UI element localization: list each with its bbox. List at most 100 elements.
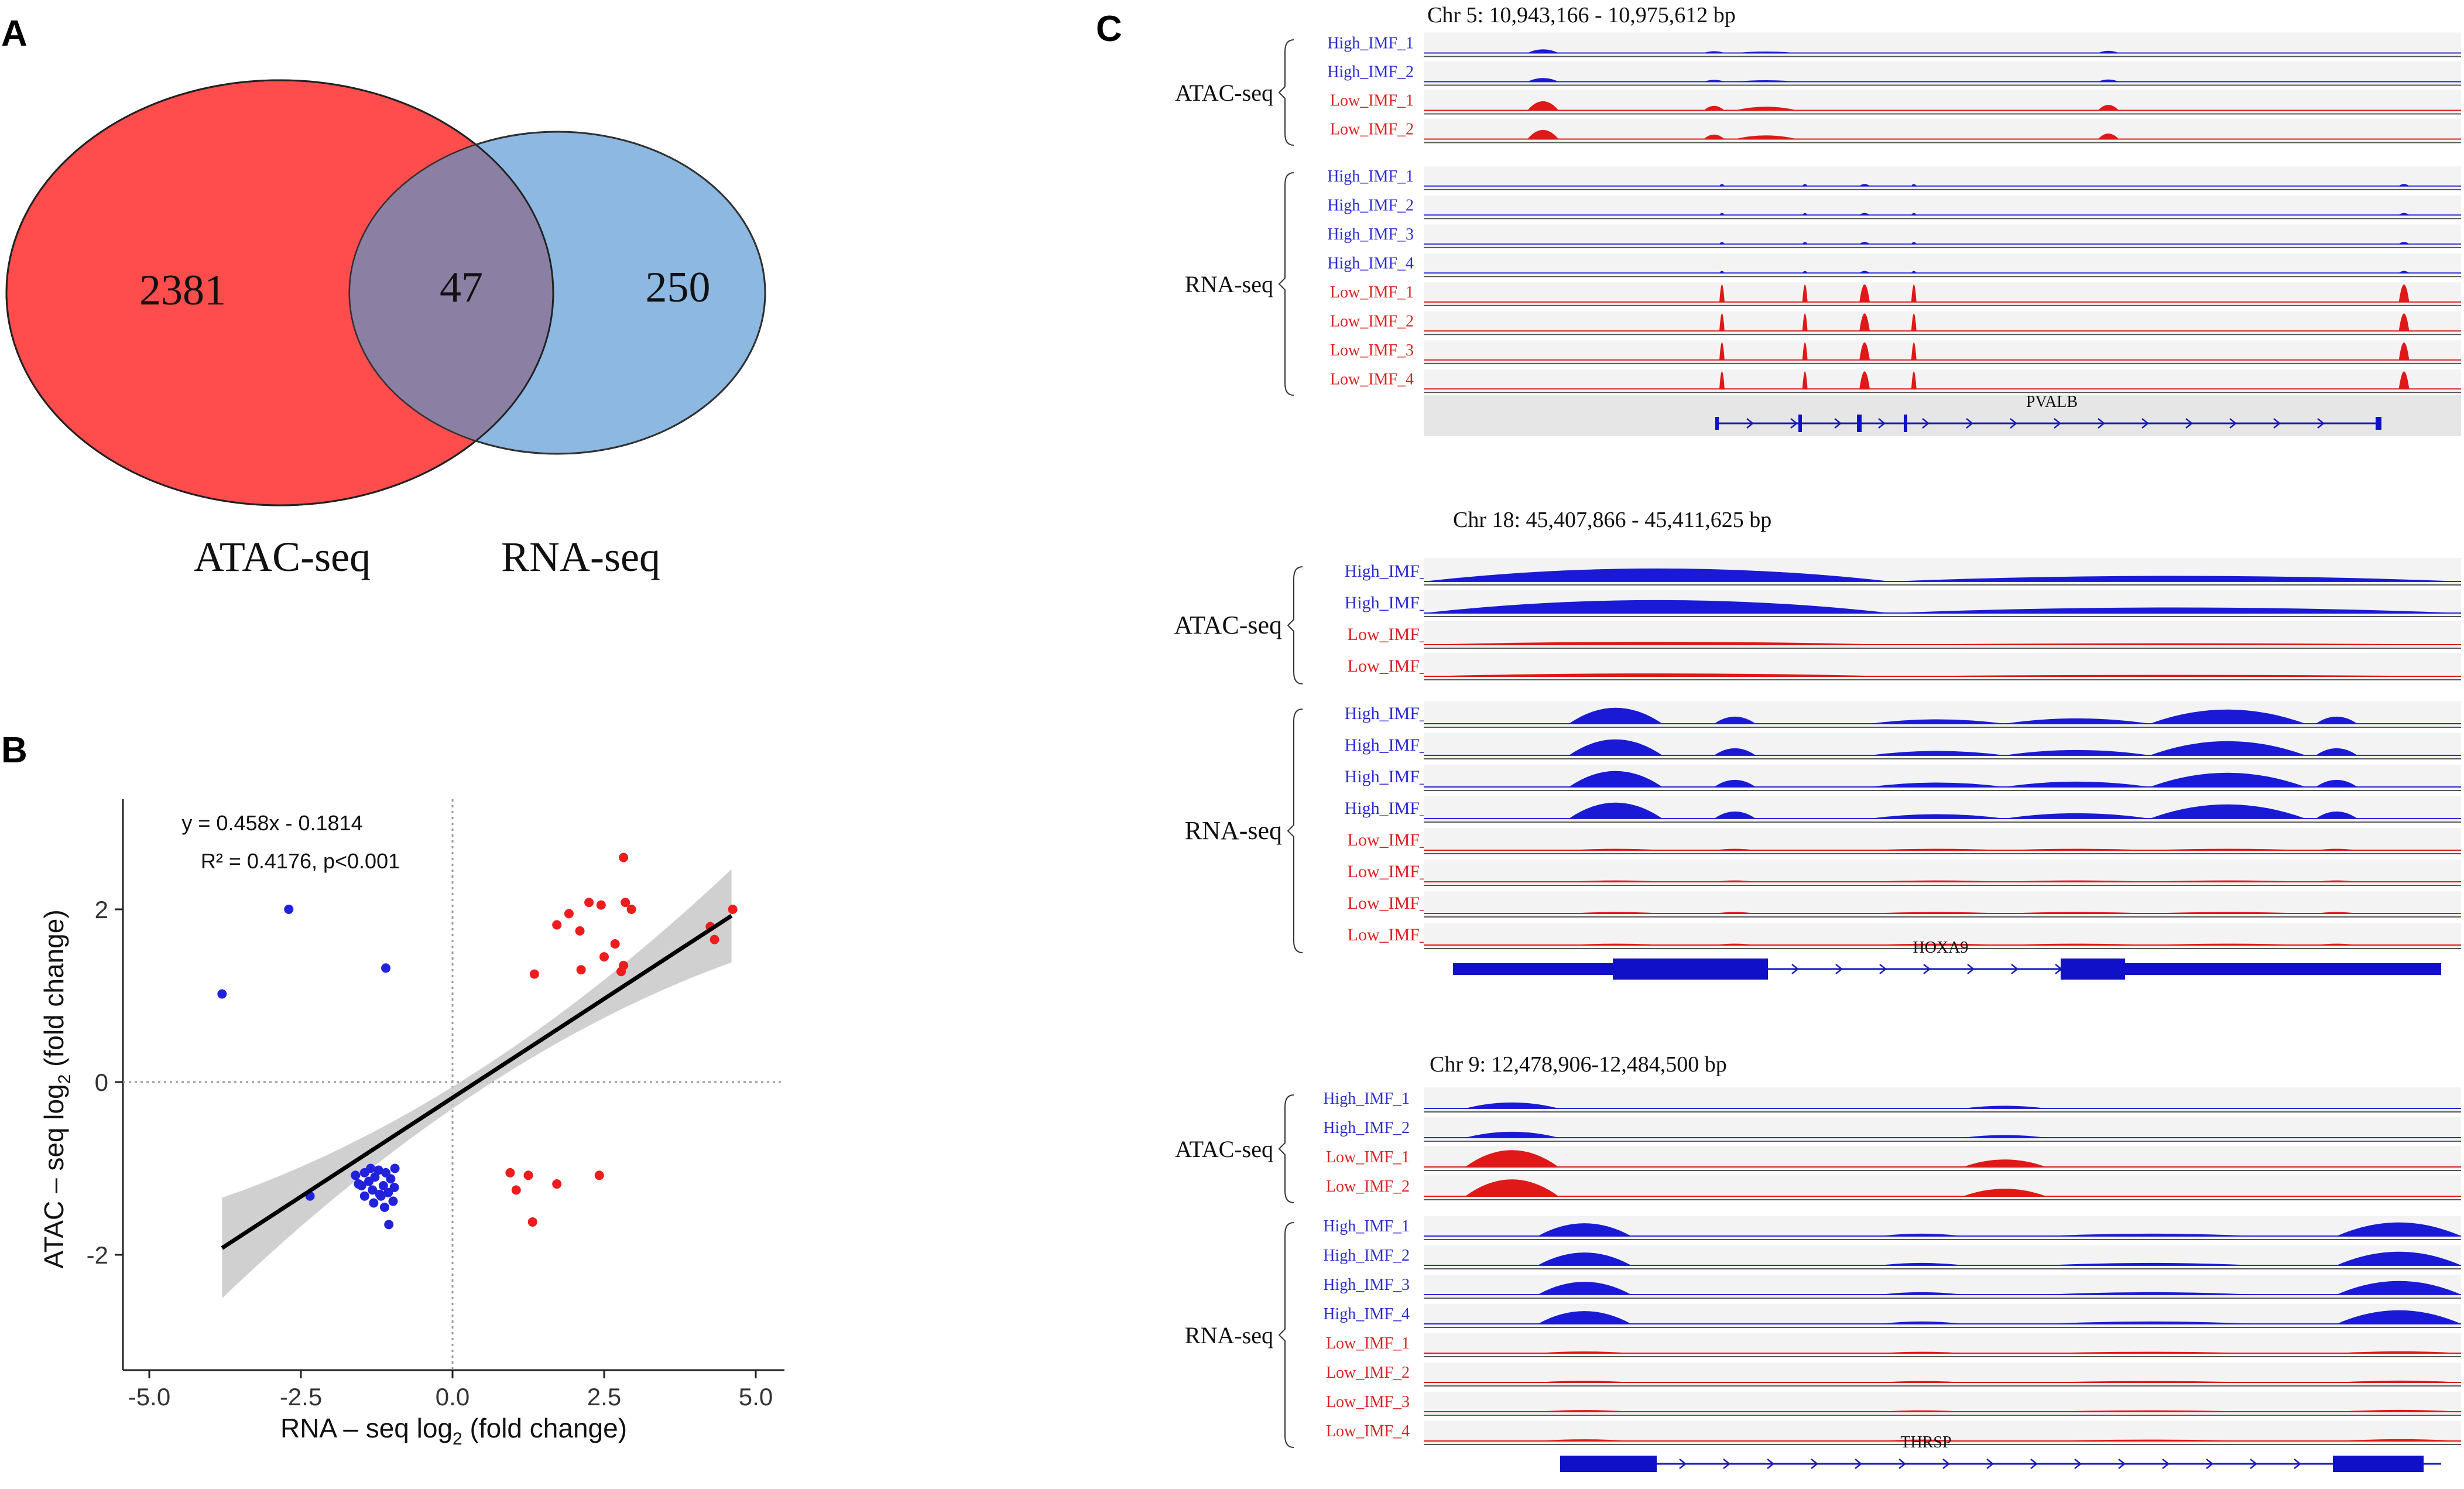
rna-track-label: Low_IMF_3 (1330, 341, 1414, 360)
signal-peak (2046, 1233, 2254, 1236)
panel-c-genome-browser: C Chr 5: 10,943,166 - 10,975,612 bp High_… (1096, 3, 2461, 1472)
rna-track-label: High_IMF_2 (1345, 735, 1437, 755)
atac-track-label: High_IMF_1 (1345, 562, 1437, 581)
signal-peak (2046, 1381, 2254, 1382)
gene-exon (1857, 415, 1862, 432)
gene-name: THRSP (1900, 1433, 1951, 1452)
signal-peak (2315, 880, 2357, 882)
signal-peak (2098, 50, 2119, 53)
signal-peak (2004, 813, 2150, 819)
blue-point (366, 1163, 376, 1173)
signal-peak (1963, 1105, 2047, 1108)
signal-peak (1527, 78, 1559, 82)
signal-peak (2336, 1251, 2461, 1265)
track-bg (1424, 195, 2461, 218)
rna-track-label: High_IMF_4 (1345, 799, 1437, 818)
signal-peak (2336, 1222, 2461, 1236)
signal-peak (2398, 271, 2410, 273)
x-tick-label: 0.0 (436, 1383, 470, 1411)
signal-peak (2004, 912, 2150, 913)
gene-exon (2061, 959, 2125, 980)
signal-peak (1802, 184, 1808, 186)
red-point (576, 965, 586, 975)
signal-peak (1963, 1189, 2047, 1196)
strand-arrow (1791, 964, 1800, 974)
signal-peak (1569, 880, 1663, 882)
strand-arrow (2054, 418, 2062, 429)
strand-arrow (1923, 964, 1931, 974)
atac-track-label: Low_IMF_1 (1348, 625, 1437, 644)
blue-point (354, 1179, 364, 1189)
signal-peak (1465, 1131, 1559, 1138)
track-bg (1424, 61, 2461, 84)
signal-peak (1911, 313, 1917, 331)
signal-peak (1880, 1292, 1963, 1295)
signal-peak (1911, 271, 1917, 273)
signal-peak (1714, 912, 1756, 913)
atac-track-label: Low_IMF_1 (1326, 1148, 1410, 1166)
signal-peak (1719, 313, 1725, 331)
strand-arrow (2294, 1459, 2302, 1469)
track-bg (1424, 1175, 2461, 1199)
gene-track-bg (1424, 395, 2461, 436)
track-bg (1424, 340, 2461, 362)
blue-point (386, 1174, 396, 1184)
signal-peak (1890, 607, 2461, 613)
signal-peak (2315, 848, 2357, 850)
red-point (621, 898, 630, 908)
signal-peak (1719, 213, 1725, 215)
rna-track-label: High_IMF_3 (1323, 1276, 1410, 1294)
track-bg (1424, 224, 2461, 247)
strand-arrow (1878, 418, 1886, 429)
signal-peak (1537, 1381, 1632, 1382)
signal-peak (2004, 781, 2150, 787)
signal-peak (1569, 707, 1663, 724)
rna-group-brace (1278, 172, 1294, 396)
signal-peak (2098, 105, 2119, 111)
rna-group-label: RNA-seq (1185, 1322, 1273, 1348)
red-point (626, 905, 636, 914)
signal-peak (1963, 1159, 2047, 1167)
signal-peak (1735, 107, 1797, 111)
blue-point (370, 1172, 380, 1182)
rna-track-label: High_IMF_4 (1327, 254, 1414, 272)
rna-track-label: High_IMF_1 (1327, 167, 1414, 186)
signal-peak (2315, 811, 2357, 819)
rna-group-brace (1278, 1222, 1294, 1448)
signal-peak (1859, 342, 1870, 360)
locus-coordinate: Chr 18: 45,407,866 - 45,411,625 bp (1453, 508, 1771, 532)
signal-peak (1869, 848, 2005, 850)
gene-exon (1798, 415, 1802, 432)
signal-peak (2315, 912, 2357, 913)
blue-point (390, 1163, 400, 1173)
signal-peak (1911, 284, 1917, 302)
signal-peak (1802, 242, 1808, 244)
signal-peak (1869, 782, 2005, 787)
blue-point (378, 1181, 388, 1190)
signal-peak (1569, 943, 1663, 945)
rna-track-label: Low_IMF_1 (1348, 830, 1437, 850)
signal-peak (1802, 271, 1808, 273)
signal-peak (1714, 779, 1756, 787)
red-point (619, 853, 629, 862)
signal-peak (1569, 802, 1663, 819)
red-point (710, 935, 719, 944)
rna-track-label: Low_IMF_2 (1348, 862, 1437, 881)
atac-track-label: High_IMF_1 (1327, 35, 1414, 53)
panel-a-venn: A 2381 47 250 ATAC-seq RNA-seq (1, 13, 766, 580)
red-point (610, 939, 620, 949)
signal-peak (2336, 1351, 2461, 1353)
strand-arrow (2011, 964, 2019, 974)
track-bg (1424, 369, 2461, 392)
blue-point (369, 1198, 379, 1208)
blue-point (384, 1220, 394, 1230)
y-tick-label: 2 (95, 896, 108, 923)
signal-peak (1424, 673, 1891, 676)
signal-peak (2150, 943, 2306, 945)
signal-peak (2315, 779, 2357, 787)
signal-peak (1890, 675, 2461, 676)
signal-peak (1719, 284, 1725, 302)
signal-peak (1890, 643, 2461, 645)
signal-peak (1735, 135, 1797, 139)
